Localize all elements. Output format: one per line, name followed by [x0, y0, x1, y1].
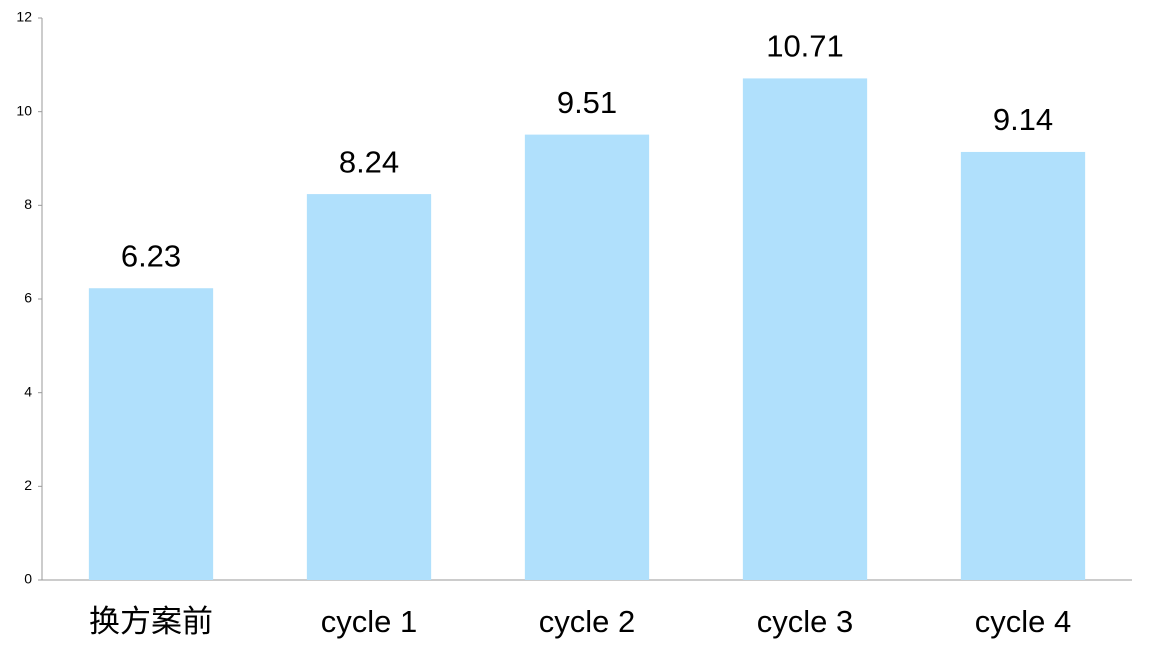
bar	[306, 194, 432, 581]
value-label: 9.51	[557, 85, 617, 120]
y-tick-label: 8	[24, 196, 32, 212]
y-tick-label: 2	[24, 477, 32, 493]
y-tick-label: 0	[24, 571, 32, 587]
x-tick-label: cycle 3	[757, 604, 853, 639]
y-tick-label: 4	[24, 383, 32, 399]
value-label: 10.71	[766, 29, 844, 64]
bar	[960, 151, 1086, 580]
y-tick-label: 12	[16, 9, 32, 25]
bar	[742, 78, 868, 580]
value-label: 8.24	[339, 144, 399, 179]
y-tick-label: 6	[24, 290, 32, 306]
x-tick-label: cycle 2	[539, 604, 635, 639]
bar	[88, 288, 214, 580]
x-tick-label: cycle 1	[321, 604, 417, 639]
x-tick-label: cycle 4	[975, 604, 1071, 639]
value-label: 9.14	[993, 102, 1053, 137]
value-label: 6.23	[121, 238, 181, 273]
x-tick-label: 换方案前	[89, 604, 213, 639]
y-tick-label: 10	[16, 102, 32, 118]
bar	[524, 134, 650, 581]
